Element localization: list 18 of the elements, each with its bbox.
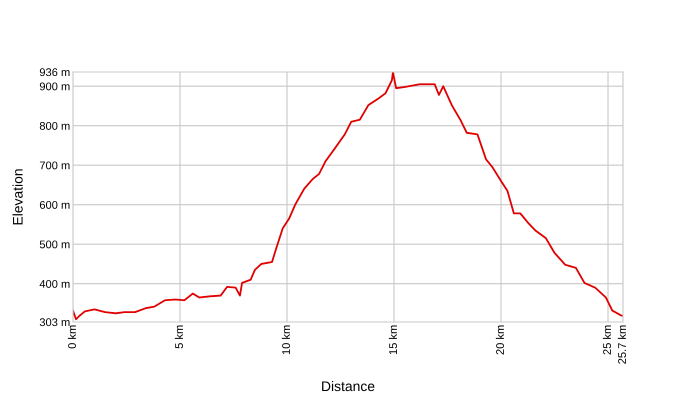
- y-tick-label: 700 m: [40, 161, 70, 170]
- y-tick-label: 600 m: [40, 200, 70, 209]
- x-tick-label: 25.7 km: [618, 326, 626, 364]
- y-tick-label: 500 m: [40, 240, 70, 248]
- y-axis-title: Elevation: [12, 169, 23, 224]
- x-tick-label: 20 km: [496, 326, 504, 354]
- x-tick-label: 5 km: [174, 326, 183, 348]
- y-tick-label: 303 m: [40, 318, 70, 326]
- line-series: [73, 72, 623, 320]
- y-tick-label: 400 m: [40, 280, 70, 288]
- x-axis-title: Distance: [322, 380, 374, 392]
- y-tick-label: 936 m: [40, 68, 70, 76]
- x-tick-label: 15 km: [388, 326, 397, 354]
- x-tick-label: 25 km: [602, 326, 611, 354]
- y-tick-label: 800 m: [40, 122, 70, 130]
- y-tick-label: 900 m: [40, 82, 70, 90]
- x-tick-label: 0 km: [68, 326, 76, 348]
- x-tick-label: 10 km: [282, 326, 290, 354]
